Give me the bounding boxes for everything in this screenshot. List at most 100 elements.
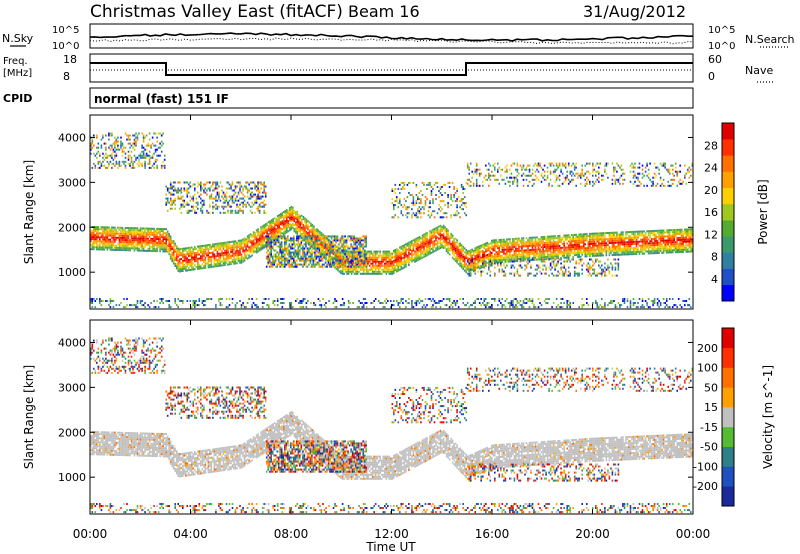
power-cell [106, 240, 109, 243]
power-cell [690, 234, 692, 237]
power-cell [510, 256, 513, 259]
power-cell [579, 251, 582, 254]
power-cell [156, 236, 158, 238]
power-cell [124, 229, 127, 231]
power-cell [203, 201, 205, 204]
power-cell [258, 209, 261, 212]
power-cell [424, 253, 427, 255]
power-cell [316, 238, 318, 241]
power-cell [632, 236, 635, 239]
power-cell [286, 211, 288, 214]
power-cell [278, 218, 280, 221]
power-cell [168, 237, 170, 240]
power-cell [513, 237, 516, 240]
power-cell [586, 233, 588, 236]
power-cell [444, 230, 446, 233]
power-cell [450, 242, 452, 245]
power-cell [277, 251, 280, 254]
power-cell [409, 253, 412, 255]
power-cell [492, 247, 495, 250]
power-cell [607, 240, 609, 243]
power-cell [166, 238, 169, 241]
power-cell [584, 247, 587, 250]
power-cell [563, 250, 565, 253]
power-cell [540, 256, 543, 259]
power-cell [477, 249, 479, 252]
power-cell [572, 246, 574, 249]
power-cell [475, 256, 478, 259]
power-cell [341, 254, 344, 257]
power-cell [435, 247, 437, 250]
power-cell [102, 234, 104, 237]
power-cell [224, 211, 226, 214]
power-cell [456, 255, 458, 258]
power-cell [185, 247, 187, 250]
power-cell [448, 239, 451, 242]
power-cell [402, 247, 404, 249]
power-cell [521, 255, 523, 258]
power-cell [498, 239, 501, 241]
power-cell [548, 243, 550, 246]
power-cell [162, 230, 164, 233]
power-cell [264, 237, 267, 240]
power-cell [631, 230, 633, 233]
power-cell [108, 162, 110, 165]
power-cell [510, 254, 513, 257]
power-cell [231, 248, 234, 251]
power-cell [549, 253, 552, 256]
power-cell [567, 234, 570, 237]
power-cell [219, 264, 222, 267]
power-cell [301, 232, 303, 235]
power-cell [177, 181, 179, 184]
power-cell [120, 249, 122, 251]
power-cell [385, 258, 388, 261]
power-cell [477, 247, 479, 250]
power-cell [255, 243, 258, 246]
power-cell [442, 228, 445, 231]
power-cell [186, 211, 189, 214]
power-cell [145, 243, 148, 246]
power-cell [273, 239, 275, 242]
power-cell [394, 253, 397, 255]
power-cell [252, 239, 255, 242]
power-cell [521, 253, 523, 256]
power-cell [268, 239, 271, 242]
power-cell [292, 210, 294, 213]
power-cell [396, 254, 398, 257]
power-cell [118, 249, 121, 251]
power-cell [222, 262, 225, 265]
power-cell [485, 254, 487, 257]
power-cell [406, 242, 409, 245]
power-cell [162, 132, 164, 135]
power-cell [432, 251, 434, 253]
power-cell [114, 164, 116, 167]
power-cell [447, 249, 449, 252]
power-cell [602, 234, 605, 237]
power-cell [210, 245, 213, 248]
power-cell [364, 268, 366, 271]
power-cell [310, 234, 312, 237]
power-cell [228, 245, 231, 248]
power-cell [185, 261, 187, 264]
power-cell [178, 207, 181, 210]
power-cell [317, 251, 320, 254]
power-cell [254, 238, 256, 241]
power-cell [109, 230, 112, 233]
power-cell [242, 258, 244, 261]
power-cell [242, 205, 244, 208]
power-cell [584, 255, 587, 258]
power-cell [682, 250, 684, 253]
power-cell [447, 247, 449, 250]
power-cell [127, 229, 130, 232]
power-cell [144, 166, 146, 169]
power-cell [126, 231, 128, 233]
power-cell [108, 230, 110, 233]
power-cell [117, 230, 119, 233]
power-cell [291, 239, 294, 242]
power-cell [570, 244, 573, 247]
power-cell [341, 272, 344, 275]
power-cell [112, 240, 115, 243]
power-cell [112, 234, 115, 237]
power-cell [175, 253, 178, 256]
power-cell [539, 258, 541, 261]
